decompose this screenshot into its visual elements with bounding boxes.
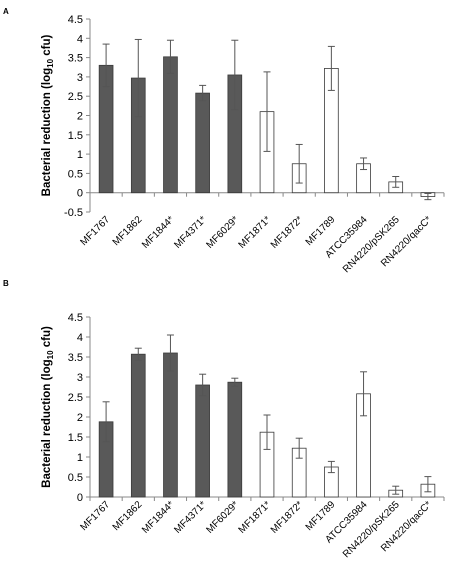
category-label: MF6029* [204, 499, 241, 536]
category-label: MF1872* [269, 499, 306, 536]
y-tick-label: 4 [77, 332, 83, 344]
bar [163, 352, 178, 498]
bar [227, 381, 243, 498]
y-tick-label: 2 [77, 412, 83, 424]
y-axis-label: Bacterial reduction (log10 cfu) [41, 326, 55, 488]
y-axis-label: Bacterial reduction (log10 cfu) [41, 35, 55, 197]
category-label: MF4371* [172, 214, 209, 251]
y-tick-label: 0 [77, 492, 83, 504]
bar [163, 56, 178, 194]
y-tick-label: 0.5 [68, 168, 83, 180]
y-tick-label: 2 [77, 111, 83, 123]
panel-label-a: A [3, 7, 9, 16]
bar [130, 353, 146, 498]
category-label: RN4220/pSK265 [341, 214, 402, 275]
category-label: MF4371* [172, 499, 209, 536]
category-label: RN4220/pSK265 [341, 499, 402, 560]
y-tick-label: 2.5 [68, 91, 83, 103]
category-label: MF1844* [140, 214, 177, 251]
bar [195, 92, 210, 194]
y-tick-label: 3.5 [68, 53, 83, 65]
y-tick-label: 1.5 [68, 432, 83, 444]
y-tick-label: 0.5 [68, 472, 83, 484]
y-tick-label: 3.5 [68, 352, 83, 364]
y-tick-label: 2.5 [68, 392, 83, 404]
chart-panel-b: B 0 0.5 1 1.5 2 2.5 3 3.5 4 4.5 Bacterial reductio… [3, 279, 445, 560]
category-label: MF1872* [269, 214, 306, 251]
y-tick-label: 1.5 [68, 130, 83, 142]
y-tick-label: 3 [77, 72, 83, 84]
category-label: MF6029* [204, 214, 241, 251]
panel-label-b: B [3, 279, 9, 288]
y-tick-label: 4.5 [68, 312, 83, 324]
y-tick-label: 1 [77, 452, 83, 464]
category-label: MF1844* [140, 499, 177, 536]
category-label: MF1767 [78, 499, 112, 533]
category-label: MF1767 [78, 214, 112, 248]
y-tick-label: 1 [77, 149, 83, 161]
category-label: MF1871* [237, 214, 274, 251]
y-tick-label: 4 [77, 33, 83, 45]
y-tick-label: -0.5 [64, 207, 83, 219]
y-tick-label: 0 [77, 188, 83, 200]
bar [195, 384, 210, 498]
category-label: MF1871* [237, 499, 274, 536]
y-tick-label: 4.5 [68, 14, 83, 26]
chart-panel-a: A -0.5 0 0.5 1 1.5 2 2.5 3 3.5 4 4.5 Bacterial redu… [3, 7, 445, 275]
y-tick-label: 3 [77, 372, 83, 384]
